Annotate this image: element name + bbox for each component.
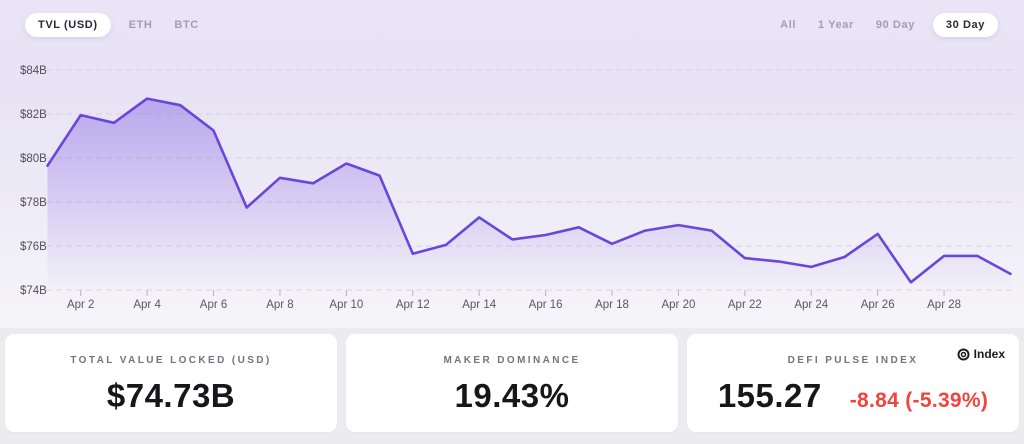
y-axis-label: $74B <box>20 285 47 297</box>
x-tick-label: Apr 4 <box>133 299 161 311</box>
x-tick-label: Apr 6 <box>200 299 228 311</box>
tvl-line-chart[interactable]: $84B $82B $80B $78B $76B $74B Apr 2 Apr 4 Apr 6 A… <box>0 0 1024 328</box>
tab-range-90-day[interactable]: 90 Day <box>875 19 915 31</box>
y-axis-label: $80B <box>20 153 47 165</box>
tab-range-1-year[interactable]: 1 Year <box>818 19 854 31</box>
maker-dominance-value: 19.43% <box>454 377 570 414</box>
tvl-area-fill <box>47 98 1011 290</box>
tab-range-30-day[interactable]: 30 Day <box>932 13 998 37</box>
x-tick-label: Apr 24 <box>794 299 828 311</box>
index-logo-icon <box>957 348 970 360</box>
tab-metric-tvl-usd[interactable]: TVL (USD) <box>25 13 111 37</box>
y-axis-label: $78B <box>20 197 47 209</box>
x-tick-label: Apr 26 <box>861 299 895 311</box>
y-axis-label: $76B <box>20 241 47 253</box>
x-tick-label: Apr 14 <box>462 299 496 311</box>
tvl-card-label: TOTAL VALUE LOCKED (USD) <box>70 355 272 366</box>
y-axis-label: $82B <box>20 109 47 121</box>
defi-pulse-index-label: DEFI PULSE INDEX <box>787 355 919 366</box>
defi-pulse-index-change: -8.84 (-5.39%) <box>849 389 989 412</box>
x-tick-label: Apr 20 <box>661 299 695 311</box>
x-tick-label: Apr 18 <box>595 299 629 311</box>
x-tick-label: Apr 16 <box>529 299 563 311</box>
card-total-value-locked: TOTAL VALUE LOCKED (USD) $74.73B <box>5 334 337 432</box>
y-axis-label: $84B <box>20 65 47 77</box>
metric-tab-group: TVL (USD) ETH BTC <box>25 13 203 37</box>
card-defi-pulse-index: Index DEFI PULSE INDEX 155.27 -8.84 (-5.… <box>687 334 1019 432</box>
card-maker-dominance: MAKER DOMINANCE 19.43% <box>346 334 678 432</box>
index-badge-label: Index <box>973 347 1005 361</box>
x-tick-label: Apr 12 <box>396 299 430 311</box>
x-tick-label: Apr 22 <box>728 299 762 311</box>
x-tick-label: Apr 8 <box>266 299 294 311</box>
tvl-chart-section: $84B $82B $80B $78B $76B $74B Apr 2 Apr 4 Apr 6 A… <box>0 0 1024 328</box>
x-tick-label: Apr 28 <box>927 299 961 311</box>
tab-range-all[interactable]: All <box>780 19 797 31</box>
index-badge[interactable]: Index <box>957 347 1005 361</box>
x-tick-label: Apr 2 <box>67 299 95 311</box>
tvl-line <box>46 97 1012 284</box>
chart-toolbar: TVL (USD) ETH BTC All 1 Year 90 Day 30 Day <box>25 13 998 37</box>
tab-metric-eth[interactable]: ETH <box>128 19 153 31</box>
maker-dominance-label: MAKER DOMINANCE <box>443 355 581 366</box>
range-tab-group: All 1 Year 90 Day 30 Day <box>776 13 998 37</box>
stats-bar: TOTAL VALUE LOCKED (USD) $74.73B MAKER D… <box>0 328 1024 444</box>
tvl-card-value: $74.73B <box>106 377 236 414</box>
x-tick-label: Apr 10 <box>329 299 363 311</box>
tab-metric-btc[interactable]: BTC <box>174 19 199 31</box>
defi-pulse-index-value: 155.27 <box>717 377 822 414</box>
defi-pulse-index-values: 155.27 -8.84 (-5.39%) <box>718 377 988 415</box>
